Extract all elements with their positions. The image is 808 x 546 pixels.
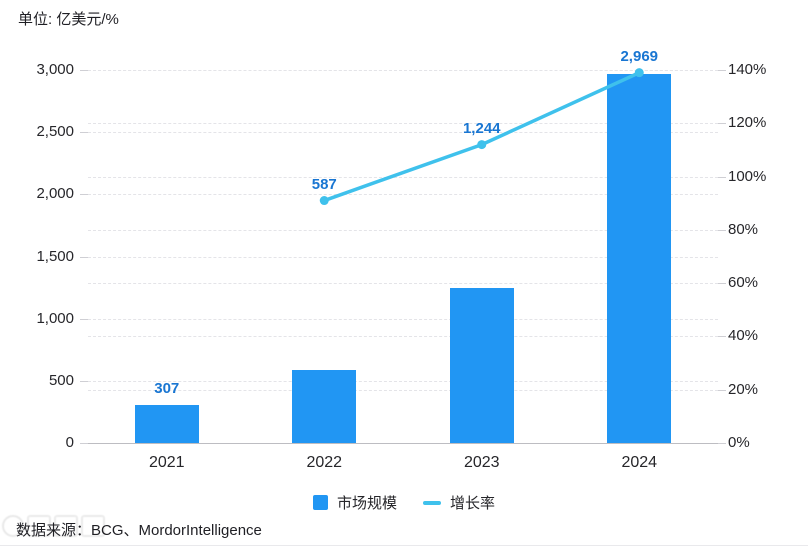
legend-label: 市场规模 <box>336 495 397 512</box>
right-axis-tick-label: 0% <box>728 434 750 451</box>
right-axis-tick-label: 40% <box>728 327 759 345</box>
right-axis-tick <box>718 443 726 444</box>
gridline <box>88 256 718 258</box>
bar-2021 <box>134 404 199 443</box>
right-axis-tick-label: 60% <box>728 274 759 292</box>
bar-value-label-2023: 1,244 <box>462 119 501 137</box>
legend-label: 增长率 <box>450 495 496 512</box>
bar-2023 <box>449 288 514 443</box>
right-axis-tick-label: 80% <box>728 220 759 238</box>
gridline <box>88 229 718 231</box>
left-axis-tick-label: 2,500 <box>36 123 74 141</box>
left-axis-tick <box>80 318 88 320</box>
unit-label: 单位: 亿美元/% <box>18 11 119 28</box>
bar-2022 <box>292 370 357 443</box>
watermark-glyph <box>27 515 51 537</box>
source-text: 数据来源：BCG、MordorIntelligence <box>16 522 262 539</box>
right-axis-tick <box>718 70 726 71</box>
right-axis-tick <box>718 336 726 338</box>
chart-legend: 市场规模 增长率 <box>0 492 808 513</box>
x-axis-label-2023: 2023 <box>463 454 500 471</box>
bar-value-label-2022: 587 <box>311 175 337 193</box>
left-axis-tick-label: 0 <box>65 434 74 451</box>
left-axis-tick <box>80 70 88 71</box>
left-axis-tick-label: 3,000 <box>36 61 74 78</box>
gridline <box>88 336 718 338</box>
market-size-swatch-icon <box>312 495 328 510</box>
left-axis-tick <box>80 443 88 444</box>
legend-item-growth-rate: 增长率 <box>423 492 495 513</box>
watermark <box>2 513 114 539</box>
x-axis-label-2022: 2022 <box>306 454 343 471</box>
left-axis-tick-label: 500 <box>48 371 74 389</box>
right-axis-tick-label: 100% <box>728 167 767 185</box>
watermark-glyph <box>54 515 78 537</box>
right-axis-tick <box>718 283 726 285</box>
left-axis-tick <box>80 256 88 258</box>
gridline <box>88 380 718 382</box>
right-axis-tick-label: 140% <box>728 61 767 78</box>
watermark-glyph <box>81 515 105 537</box>
growth-rate-swatch-icon <box>423 500 441 505</box>
bar-value-label-2021: 307 <box>154 379 180 397</box>
growth-rate-polyline <box>322 70 641 203</box>
gridline <box>88 283 718 285</box>
gridline <box>88 70 718 71</box>
legend-item-market-size: 市场规模 <box>312 492 397 513</box>
line-point-2023 <box>477 140 487 150</box>
line-point-2022 <box>319 196 329 206</box>
left-axis-tick-label: 2,000 <box>36 185 74 203</box>
right-axis-tick-label: 120% <box>728 114 767 132</box>
x-axis-line <box>88 443 726 444</box>
left-axis-tick <box>80 194 88 196</box>
gridline <box>88 389 718 391</box>
bar-2024 <box>607 73 672 443</box>
left-axis-tick <box>80 380 88 382</box>
right-axis-tick <box>718 176 726 178</box>
right-axis-tick-label: 20% <box>728 380 759 398</box>
left-axis-tick-label: 1,000 <box>36 309 74 327</box>
x-axis-label-2021: 2021 <box>148 454 185 471</box>
left-axis-tick <box>80 132 88 134</box>
right-axis-tick <box>718 389 726 391</box>
x-axis-label-2024: 2024 <box>621 454 658 471</box>
watermark-glyph <box>2 515 24 537</box>
gridline <box>88 318 718 320</box>
bar-value-label-2024: 2,969 <box>620 47 659 65</box>
left-axis-tick-label: 1,500 <box>36 247 74 265</box>
right-axis-tick <box>718 123 726 125</box>
right-axis-tick <box>718 229 726 231</box>
